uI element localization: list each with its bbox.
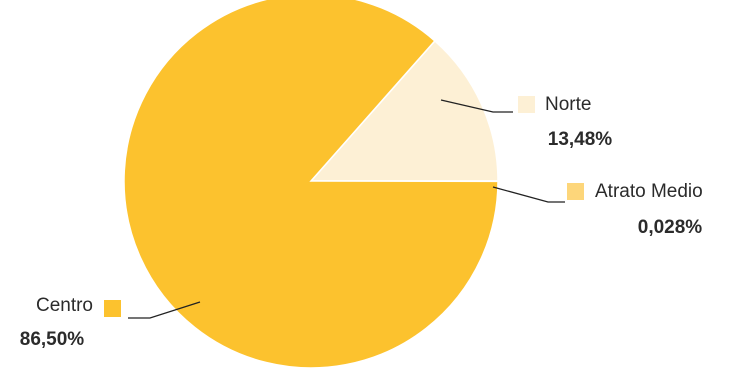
legend-swatch bbox=[567, 183, 584, 200]
slice-label: Centro bbox=[36, 295, 93, 316]
legend-swatch bbox=[518, 96, 535, 113]
slice-label: Atrato Medio bbox=[595, 181, 703, 202]
pie-slice bbox=[123, 0, 499, 369]
leader-line bbox=[128, 301, 201, 319]
leader-line bbox=[440, 99, 513, 113]
slice-value-label: 13,48% bbox=[548, 129, 613, 150]
pie-slice bbox=[309, 39, 499, 182]
leader-line bbox=[492, 186, 565, 203]
legend-swatch bbox=[104, 300, 121, 317]
slice-label: Norte bbox=[545, 94, 591, 115]
slice-value-label: 86,50% bbox=[20, 329, 85, 350]
slice-value-label: 0,028% bbox=[638, 217, 703, 238]
